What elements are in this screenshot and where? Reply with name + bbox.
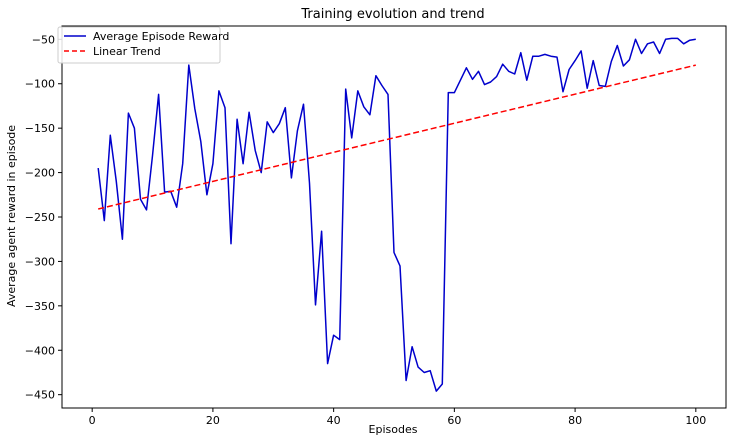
- chart-title: Training evolution and trend: [300, 7, 484, 22]
- legend: Average Episode Reward Linear Trend: [57, 26, 229, 64]
- y-tick-label: −450: [25, 389, 55, 402]
- y-axis-ticks: −450 −400 −350 −300 −250 −200 −150 −100 −50: [25, 33, 62, 402]
- x-tick-label: 60: [447, 414, 461, 427]
- y-tick-label: −300: [25, 255, 55, 268]
- y-tick-label: −350: [25, 300, 55, 313]
- x-tick-label: 0: [89, 414, 96, 427]
- x-tick-label: 40: [327, 414, 341, 427]
- y-tick-label: −50: [32, 33, 55, 46]
- x-axis-label: Episodes: [369, 423, 418, 436]
- x-axis-ticks: 0 20 40 60 80 100: [89, 408, 706, 427]
- x-tick-label: 100: [685, 414, 706, 427]
- x-tick-label: 20: [206, 414, 220, 427]
- legend-box: [57, 26, 221, 64]
- series-line-average-episode-reward: [97, 37, 696, 392]
- legend-label-average-episode-reward: Average Episode Reward: [93, 30, 229, 43]
- plot-area: [61, 25, 727, 409]
- legend-label-linear-trend: Linear Trend: [93, 45, 161, 58]
- y-tick-label: −400: [25, 344, 55, 357]
- x-tick-label: 80: [568, 414, 582, 427]
- series-layer: [97, 37, 696, 392]
- y-tick-label: −200: [25, 167, 55, 180]
- y-tick-label: −100: [25, 78, 55, 91]
- y-axis-label: Average agent reward in episode: [5, 125, 18, 307]
- y-tick-label: −150: [25, 122, 55, 135]
- y-tick-label: −250: [25, 211, 55, 224]
- series-line-linear-trend: [98, 64, 696, 210]
